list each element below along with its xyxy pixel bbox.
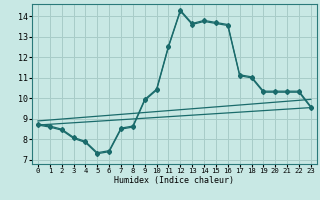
X-axis label: Humidex (Indice chaleur): Humidex (Indice chaleur) <box>115 176 234 185</box>
